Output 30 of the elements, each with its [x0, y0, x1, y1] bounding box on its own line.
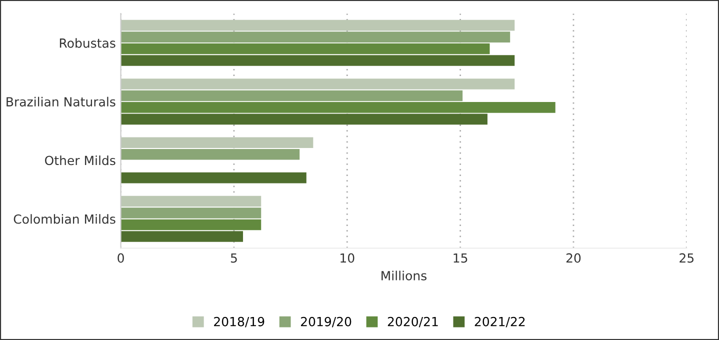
- y-tick-label: Brazilian Naturals: [6, 96, 116, 106]
- x-tick-label: 5: [230, 253, 237, 263]
- bar: [120, 196, 262, 207]
- legend-label: 2021/22: [474, 316, 525, 328]
- x-tick-label: 10: [340, 253, 354, 263]
- x-tick-label: 0: [118, 253, 124, 263]
- legend-label: 2019/20: [300, 316, 352, 328]
- bar: [120, 172, 306, 184]
- y-tick-label: Other Milds: [44, 155, 116, 166]
- bar: [120, 231, 244, 242]
- y-tick-label: Robustas: [60, 38, 116, 48]
- bar: [120, 32, 510, 42]
- y-tick-label: Colombian Milds: [14, 214, 116, 224]
- bar: [120, 114, 488, 125]
- x-axis-title: Millions: [382, 270, 426, 280]
- bar: [120, 148, 300, 160]
- bar: [120, 90, 463, 102]
- bar: [120, 55, 515, 66]
- bar: [120, 137, 314, 148]
- legend-label: 2020/21: [388, 316, 438, 328]
- x-tick-label: 15: [454, 253, 468, 263]
- x-tick-label: 20: [566, 253, 581, 263]
- bar: [120, 102, 556, 113]
- bar: [120, 219, 262, 230]
- x-tick-label: 25: [680, 253, 694, 263]
- bar: [120, 20, 515, 31]
- bar: [120, 78, 515, 90]
- bar: [120, 43, 490, 54]
- legend-label: 2018/19: [214, 316, 264, 328]
- bar: [120, 208, 262, 218]
